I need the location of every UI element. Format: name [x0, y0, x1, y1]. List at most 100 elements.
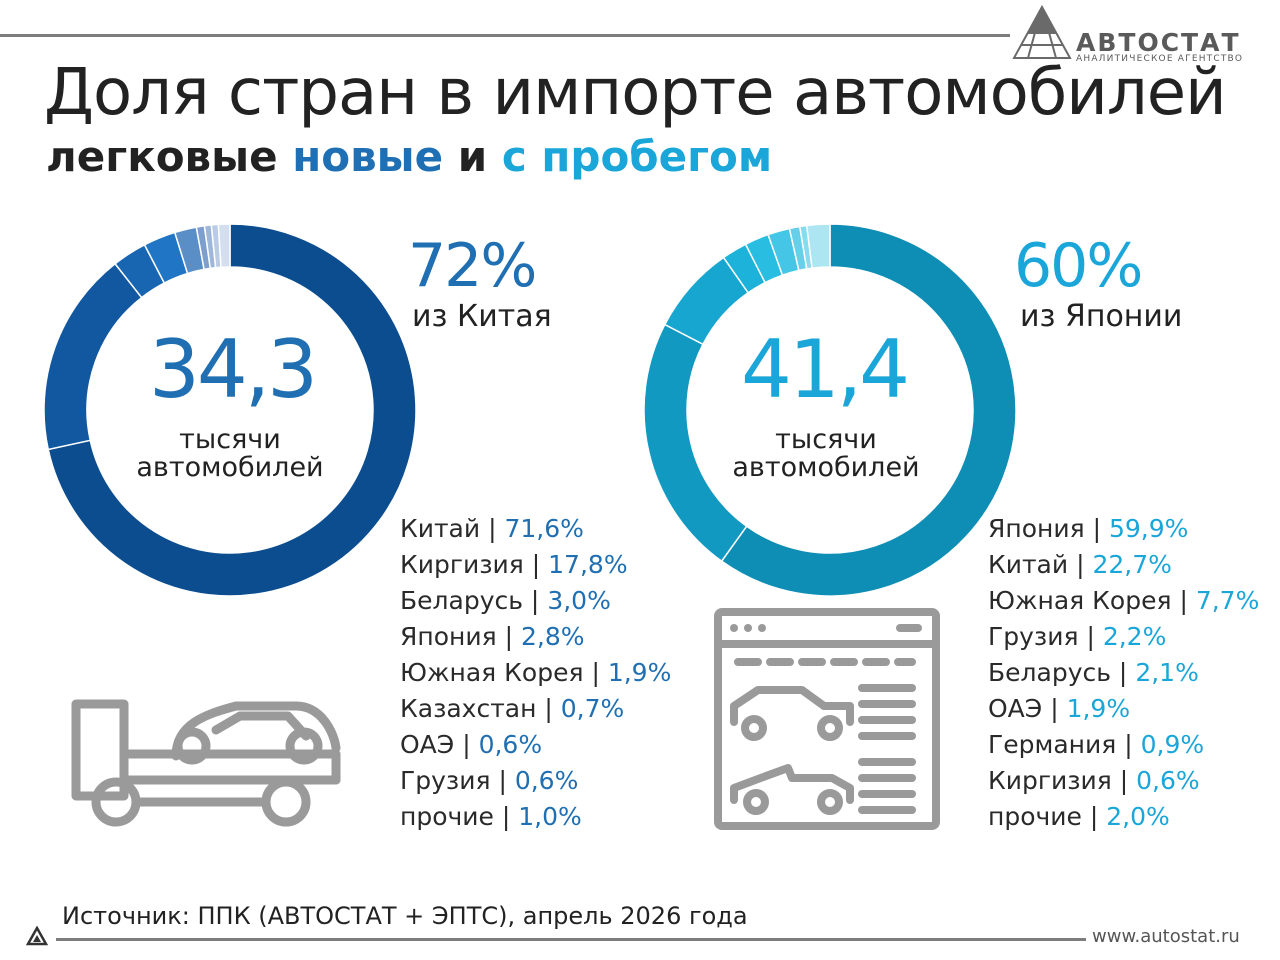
donut-chart-new: [43, 223, 417, 597]
new-legend-value: 0,7%: [560, 694, 625, 723]
used-slice-0: [720, 223, 1017, 597]
used-legend-country: Грузия: [988, 622, 1079, 651]
new-legend-item: Китай | 71,6%: [400, 511, 671, 547]
used-legend-country: Германия: [988, 730, 1117, 759]
new-legend-item: ОАЭ | 0,6%: [400, 727, 671, 763]
used-legend-item: Беларусь | 2,1%: [988, 655, 1259, 691]
car-listing-icon: [714, 608, 940, 830]
top-rule: [0, 34, 1010, 37]
new-legend-country: Киргизия: [400, 550, 524, 579]
used-legend-country: Китай: [988, 550, 1069, 579]
used-legend-country: ОАЭ: [988, 694, 1043, 723]
new-legend-item: Казахстан | 0,7%: [400, 691, 671, 727]
used-legend-country: Беларусь: [988, 658, 1111, 687]
used-headline-pct: 60%: [1014, 231, 1143, 301]
used-legend-item: Грузия | 2,2%: [988, 619, 1259, 655]
new-legend-value: 1,0%: [518, 802, 582, 831]
used-legend-value: 22,7%: [1092, 550, 1172, 579]
used-legend-item: Киргизия | 0,6%: [988, 763, 1259, 799]
new-legend-item: прочие | 1,0%: [400, 799, 671, 835]
used-legend-separator: |: [1081, 802, 1107, 831]
new-legend-separator: |: [522, 586, 548, 615]
used-legend-country: Южная Корея: [988, 586, 1172, 615]
new-legend-value: 71,6%: [504, 514, 584, 543]
new-legend-separator: |: [523, 550, 549, 579]
new-legend-separator: |: [583, 658, 608, 687]
used-legend-value: 2,2%: [1102, 622, 1167, 651]
new-legend-separator: |: [493, 802, 519, 831]
used-legend-separator: |: [1084, 514, 1109, 543]
new-legend-item: Беларусь | 3,0%: [400, 583, 671, 619]
new-unit-line1: тысячи: [179, 424, 281, 455]
legend-new: Китай | 71,6% Киргизия | 17,8% Беларусь | …: [400, 511, 671, 835]
page-title: Доля стран в импорте автомобилей: [44, 56, 1227, 130]
new-legend-separator: |: [496, 622, 521, 651]
used-unit-line1: тысячи: [775, 424, 877, 455]
used-legend-item: Китай | 22,7%: [988, 547, 1259, 583]
used-legend-item: Германия | 0,9%: [988, 727, 1259, 763]
page-subtitle: легковые новые и с пробегом: [46, 132, 773, 181]
logo-tagline: АНАЛИТИЧЕСКОЕ АГЕНТСТВО: [1076, 54, 1244, 64]
used-legend-value: 0,6%: [1136, 766, 1200, 795]
new-legend-value: 1,9%: [607, 658, 672, 687]
used-legend-value: 2,1%: [1135, 658, 1199, 687]
new-legend-value: 2,8%: [520, 622, 585, 651]
logo-name: АВТОСТАТ: [1076, 28, 1241, 57]
new-legend-separator: |: [490, 766, 515, 795]
used-legend-value: 1,9%: [1066, 694, 1131, 723]
used-legend-value: 59,9%: [1108, 514, 1189, 543]
tow-truck-icon: [71, 699, 341, 827]
new-legend-country: Грузия: [400, 766, 491, 795]
used-slice-8: [805, 223, 831, 269]
used-legend-separator: |: [1110, 658, 1136, 687]
used-legend-separator: |: [1078, 622, 1103, 651]
used-legend-country: Киргизия: [988, 766, 1112, 795]
subtitle-used: с пробегом: [501, 132, 773, 181]
used-legend-item: ОАЭ | 1,9%: [988, 691, 1259, 727]
new-legend-separator: |: [454, 730, 479, 759]
used-legend-item: прочие | 2,0%: [988, 799, 1259, 835]
site-url[interactable]: www.autostat.ru: [1092, 926, 1240, 947]
new-legend-country: Китай: [400, 514, 481, 543]
new-legend-item: Грузия | 0,6%: [400, 763, 671, 799]
autostat-logo-icon: [1012, 4, 1072, 59]
new-headline-caption: из Китая: [412, 299, 552, 334]
used-headline-caption: из Японии: [1020, 299, 1183, 334]
new-legend-value: 0,6%: [514, 766, 579, 795]
used-legend-separator: |: [1068, 550, 1093, 579]
new-legend-value: 0,6%: [478, 730, 543, 759]
used-legend-value: 2,0%: [1106, 802, 1170, 831]
new-legend-value: 17,8%: [548, 550, 628, 579]
new-legend-value: 3,0%: [547, 586, 611, 615]
new-slice-0: [47, 223, 417, 597]
new-legend-country: Япония: [400, 622, 497, 651]
subtitle-prefix: легковые: [46, 132, 278, 181]
used-legend-item: Япония | 59,9%: [988, 511, 1259, 547]
used-legend-value: 0,9%: [1140, 730, 1205, 759]
source-note: Источник: ППК (АВТОСТАТ + ЭПТС), апрель …: [62, 902, 748, 930]
new-legend-item: Япония | 2,8%: [400, 619, 671, 655]
used-legend-separator: |: [1116, 730, 1141, 759]
new-legend-country: прочие: [400, 802, 494, 831]
autostat-logo[interactable]: АВТОСТАТ АНАЛИТИЧЕСКОЕ АГЕНТСТВО: [1010, 4, 1260, 66]
donut-chart-used: [643, 223, 1017, 597]
new-legend-separator: |: [480, 514, 505, 543]
legend-used: Япония | 59,9% Китай | 22,7% Южная Корея |…: [988, 511, 1259, 835]
new-legend-item: Южная Корея | 1,9%: [400, 655, 671, 691]
used-legend-country: прочие: [988, 802, 1082, 831]
corner-triangle-icon: [26, 926, 48, 946]
used-legend-value: 7,7%: [1195, 586, 1260, 615]
used-total-unit: тысячи автомобилей: [696, 424, 956, 483]
new-unit-line2: автомобилей: [136, 452, 324, 484]
new-total-value: 34,3: [148, 323, 318, 416]
new-total-unit: тысячи автомобилей: [100, 424, 360, 484]
new-legend-item: Киргизия | 17,8%: [400, 547, 671, 583]
new-legend-country: Казахстан: [400, 694, 537, 723]
used-legend-separator: |: [1171, 586, 1196, 615]
new-legend-country: ОАЭ: [400, 730, 455, 759]
new-legend-country: Беларусь: [400, 586, 523, 615]
used-legend-country: Япония: [988, 514, 1085, 543]
new-headline-pct: 72%: [408, 231, 537, 301]
new-slice-8: [217, 223, 231, 269]
subtitle-new: новые: [292, 132, 444, 181]
